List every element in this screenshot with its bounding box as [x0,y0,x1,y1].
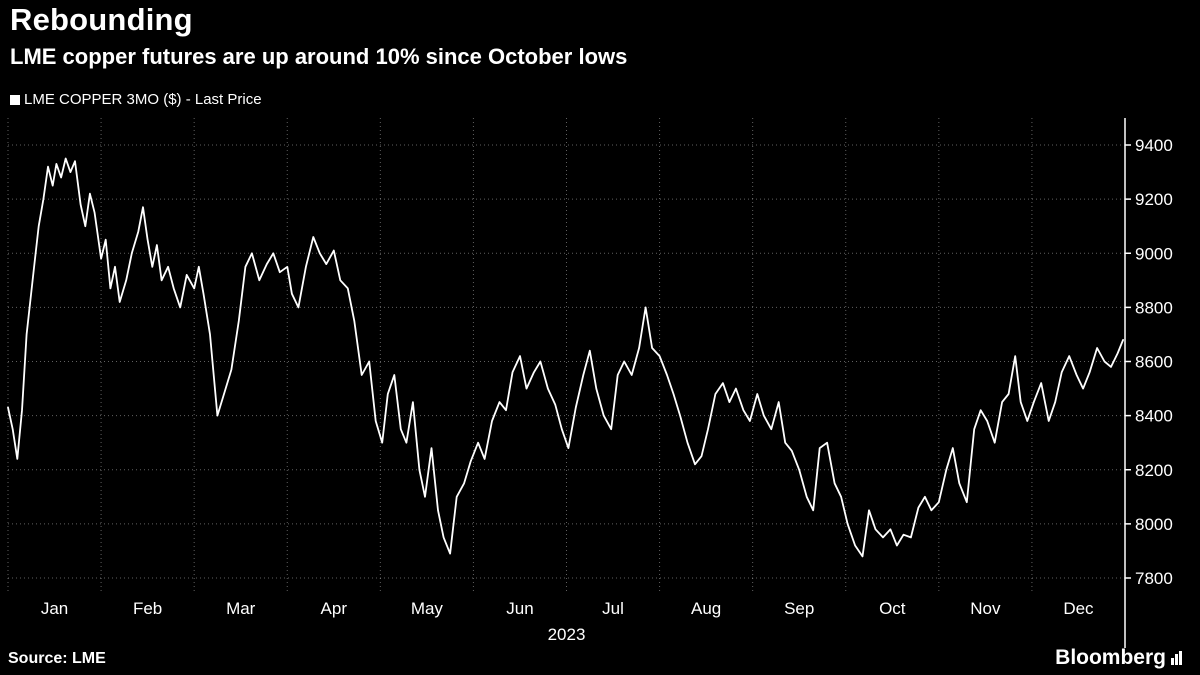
svg-text:Feb: Feb [133,599,162,618]
svg-text:Dec: Dec [1063,599,1094,618]
source-label: Source: LME [8,650,106,667]
svg-text:Jan: Jan [41,599,68,618]
svg-text:Jul: Jul [602,599,624,618]
y-axis-labels: 7800 8000 8200 8400 8600 8800 9000 9200 9400 [1125,136,1173,588]
legend-swatch-icon [10,94,20,105]
svg-text:8000: 8000 [1135,515,1173,534]
svg-text:May: May [411,599,444,618]
svg-text:8800: 8800 [1135,298,1173,317]
chart-subtitle: LME copper futures are up around 10% sin… [10,44,628,69]
svg-text:9200: 9200 [1135,190,1173,209]
svg-text:8400: 8400 [1135,407,1173,426]
svg-text:7800: 7800 [1135,569,1173,588]
svg-text:Jun: Jun [506,599,533,618]
bloomberg-wordmark: Bloomberg [1055,646,1166,669]
legend: LME COPPER 3MO ($) - Last Price [10,91,262,108]
bloomberg-bars-icon [1171,651,1182,665]
svg-text:Mar: Mar [226,599,256,618]
svg-text:9000: 9000 [1135,244,1173,263]
price-line-series [7,157,1124,558]
svg-text:9400: 9400 [1135,136,1173,155]
svg-text:8200: 8200 [1135,461,1173,480]
x-axis-title: 2023 [548,625,586,644]
svg-text:Oct: Oct [879,599,906,618]
x-axis-labels: Jan Feb Mar Apr May Jun Jul Aug Sep Oct Nov Dec [41,599,1094,618]
svg-text:Nov: Nov [970,599,1001,618]
bloomberg-logo: Bloomberg [1055,646,1182,670]
svg-text:Sep: Sep [784,599,814,618]
legend-label: LME COPPER 3MO ($) - Last Price [24,91,262,108]
vertical-gridlines [7,118,1126,593]
svg-text:Aug: Aug [691,599,721,618]
svg-text:8600: 8600 [1135,353,1173,372]
horizontal-gridlines [8,144,1125,579]
svg-text:Apr: Apr [321,599,348,618]
chart-title: Rebounding [10,2,193,37]
